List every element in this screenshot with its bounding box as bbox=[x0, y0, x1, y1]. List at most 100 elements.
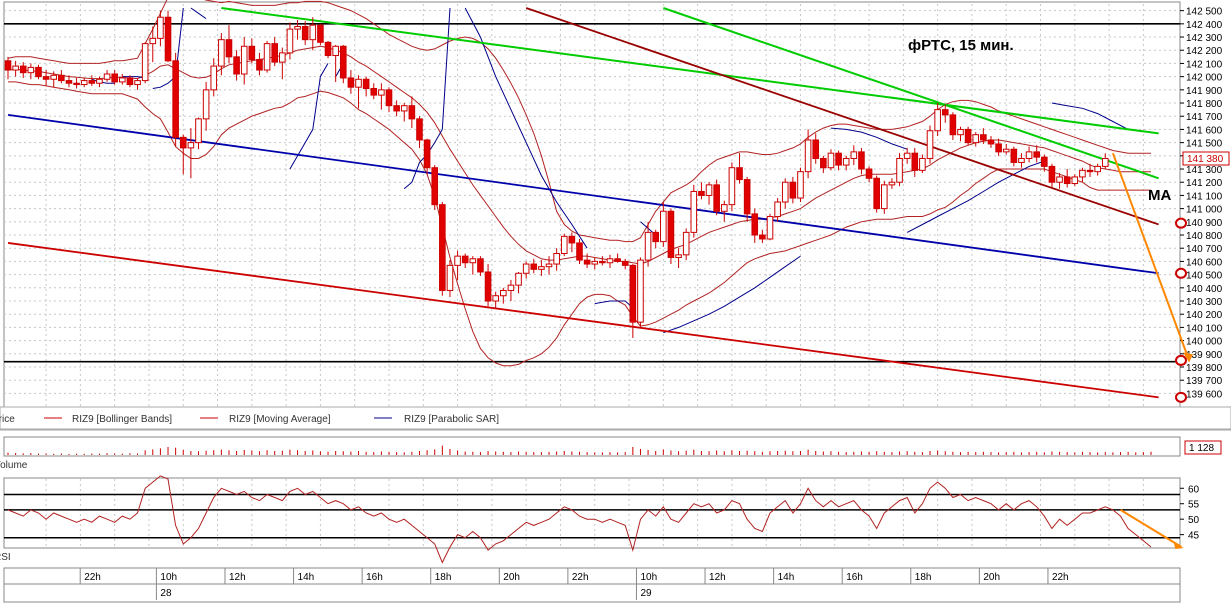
candle-down bbox=[911, 152, 919, 171]
price-tick-label: 140 000 bbox=[1186, 337, 1223, 348]
candle-down bbox=[949, 114, 957, 136]
volume-bars bbox=[7, 445, 1152, 455]
parabolic-sar-segment bbox=[830, 127, 908, 150]
rsi-forecast-arrowhead bbox=[1173, 542, 1184, 549]
legend: Price RIZ9 [Bollinger Bands] RIZ9 [Moving … bbox=[0, 414, 1231, 563]
candle-down bbox=[820, 157, 827, 169]
price-panel-frame bbox=[3, 1, 1181, 408]
candle-up bbox=[309, 24, 317, 41]
candle-up bbox=[1094, 165, 1101, 173]
time-tick-label: 12h bbox=[229, 572, 246, 583]
candle-down bbox=[858, 151, 865, 170]
candle-down bbox=[439, 204, 446, 291]
candle-up bbox=[545, 263, 553, 268]
candle-up bbox=[553, 252, 560, 265]
candle-up bbox=[119, 77, 126, 83]
candle-down bbox=[225, 39, 233, 58]
time-tick-label: 22h bbox=[572, 572, 589, 583]
price-tick-label: 140 500 bbox=[1186, 271, 1223, 282]
candle-down bbox=[713, 184, 720, 212]
time-tick-label: 12h bbox=[709, 572, 726, 583]
candle-down bbox=[370, 88, 378, 96]
candle-up bbox=[80, 80, 88, 86]
candle-up bbox=[781, 181, 789, 203]
candle-up bbox=[720, 204, 728, 212]
parabolic-sar-segment bbox=[122, 76, 146, 79]
legend-label: RIZ9 [Moving Average] bbox=[229, 414, 331, 425]
parabolic-sar-segment bbox=[594, 300, 634, 308]
volume-value-box bbox=[1184, 440, 1222, 455]
candle-up bbox=[804, 139, 812, 173]
candle-down bbox=[484, 271, 492, 302]
candle-down bbox=[1033, 151, 1041, 158]
rsi-line bbox=[7, 475, 1152, 564]
candle-down bbox=[941, 109, 949, 116]
candle-up bbox=[400, 105, 408, 112]
rsi-forecast-line bbox=[1120, 509, 1182, 548]
candle-up bbox=[919, 157, 926, 171]
candle-up bbox=[1002, 148, 1010, 153]
candle-up bbox=[1025, 151, 1033, 159]
candle-down bbox=[461, 255, 469, 264]
price-tick-label: 141 900 bbox=[1186, 86, 1223, 97]
candle-up bbox=[469, 258, 477, 264]
volume-value-label: 1 128 bbox=[1189, 443, 1214, 454]
candle-up bbox=[454, 255, 461, 266]
candle-up bbox=[850, 151, 858, 159]
price-tick-label: 140 800 bbox=[1186, 231, 1223, 242]
candle-down bbox=[172, 60, 179, 138]
rsi-tick-label: 50 bbox=[1188, 515, 1200, 526]
chart-title: фРТС, 15 мин. bbox=[908, 37, 1014, 54]
price-tick-label: 142 400 bbox=[1186, 20, 1223, 31]
candle-up bbox=[195, 118, 202, 144]
price-tick-label: 139 900 bbox=[1186, 350, 1223, 361]
price-tick-label: 140 100 bbox=[1186, 323, 1223, 334]
candle-down bbox=[317, 24, 324, 43]
price-tick-label: 141 600 bbox=[1186, 125, 1223, 136]
parabolic-sar-segment bbox=[152, 7, 184, 89]
candle-up bbox=[27, 66, 35, 74]
candle-down bbox=[301, 25, 309, 41]
candle-up bbox=[515, 272, 522, 286]
candle-up bbox=[926, 130, 934, 159]
rsi-tick-label: 60 bbox=[1188, 484, 1200, 495]
parabolic-sar-segment bbox=[91, 78, 115, 84]
price-tick-label: 141 300 bbox=[1186, 165, 1223, 176]
price-tick-label: 141 700 bbox=[1186, 112, 1223, 123]
candle-down bbox=[812, 139, 820, 159]
target-circle bbox=[1175, 267, 1187, 279]
last-price-box bbox=[1182, 151, 1230, 166]
candle-up bbox=[797, 171, 804, 199]
candle-up bbox=[134, 80, 141, 86]
price-tick-label: 141 500 bbox=[1186, 139, 1223, 150]
candle-down bbox=[1086, 169, 1094, 173]
candle-up bbox=[1079, 169, 1086, 178]
candle-up bbox=[218, 39, 225, 67]
parabolic-sar-segment bbox=[289, 63, 329, 170]
parabolic-sar-segment bbox=[190, 7, 207, 20]
legend-label: RIZ9 [Parabolic SAR] bbox=[404, 414, 499, 425]
candle-down bbox=[477, 258, 484, 273]
price-tick-label: 140 700 bbox=[1186, 244, 1223, 255]
price-tick-label: 139 800 bbox=[1186, 363, 1223, 374]
candle-down bbox=[629, 264, 637, 323]
candle-up bbox=[591, 260, 599, 265]
candle-down bbox=[1048, 165, 1056, 183]
candle-up bbox=[149, 37, 157, 45]
legend-strip bbox=[0, 406, 1231, 430]
legend-label: Price bbox=[0, 414, 15, 425]
candle-up bbox=[210, 65, 218, 91]
forecast-arrowhead bbox=[1183, 352, 1194, 363]
candle-down bbox=[19, 65, 27, 74]
candle-down bbox=[73, 82, 80, 86]
candle-down bbox=[621, 260, 629, 266]
candle-up bbox=[332, 45, 339, 57]
candle-down bbox=[1010, 148, 1018, 163]
candle-down bbox=[698, 190, 705, 196]
trend-line bbox=[1111, 152, 1191, 361]
candle-up bbox=[522, 263, 530, 274]
candle-up bbox=[705, 184, 713, 196]
candle-down bbox=[743, 179, 751, 215]
price-tick-label: 141 000 bbox=[1186, 205, 1223, 216]
rsi-panel-label: RSI bbox=[0, 552, 11, 563]
